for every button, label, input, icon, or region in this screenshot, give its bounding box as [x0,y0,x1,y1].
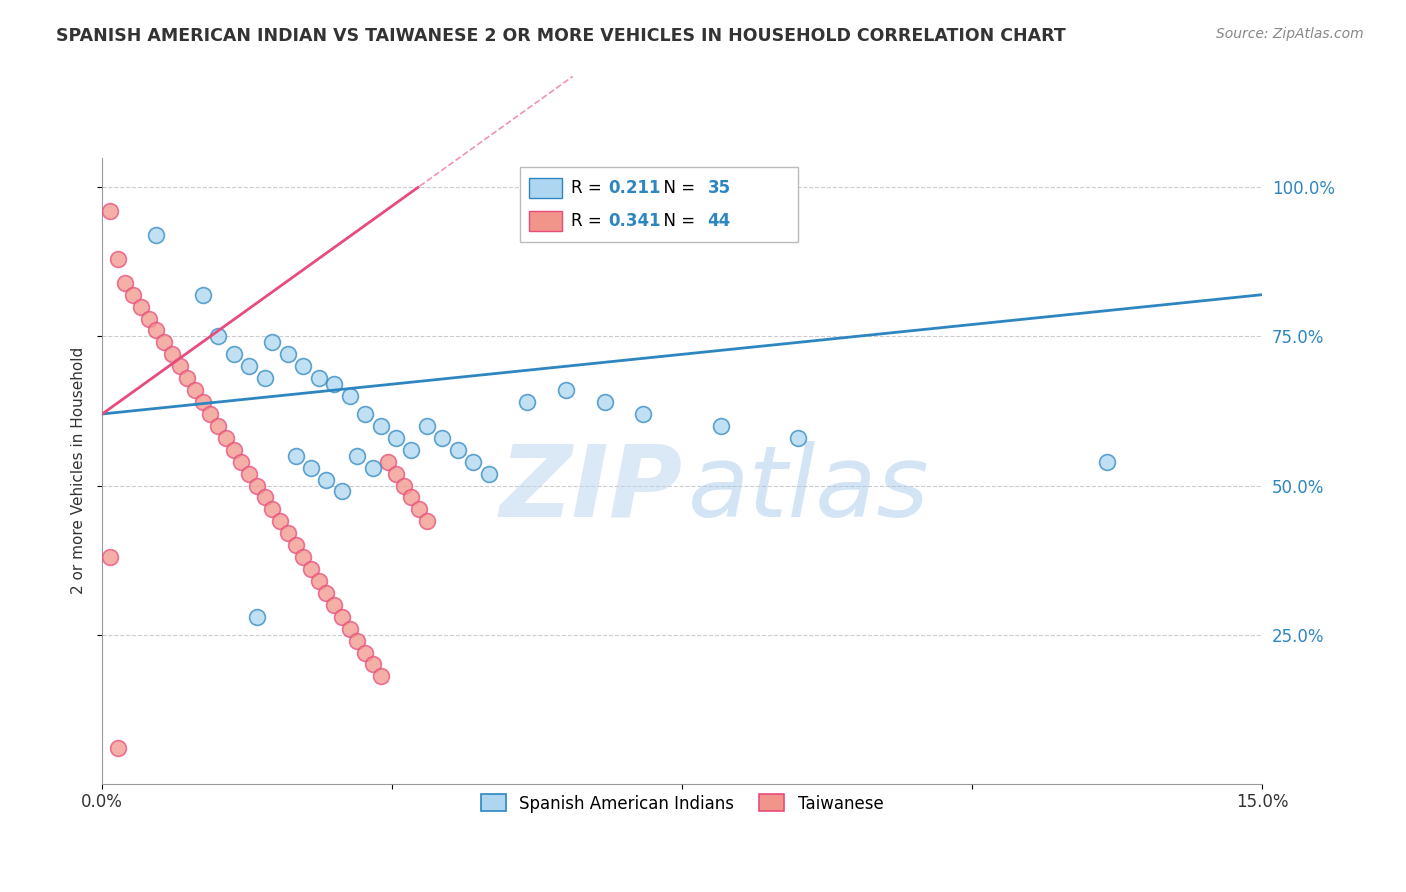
Point [447,442,470,457]
Point [145,228,167,243]
Point [231,455,253,469]
Point [191,287,214,301]
Point [169,359,191,374]
Point [516,395,538,409]
Point [370,418,392,433]
Point [184,383,207,397]
Point [370,669,392,683]
Point [330,609,353,624]
Text: 35: 35 [707,179,731,197]
Point [222,347,245,361]
Point [145,323,167,337]
Point [416,418,439,433]
Point [238,359,260,374]
Text: 44: 44 [707,212,731,230]
Point [253,491,276,505]
Point [200,407,222,421]
Point [354,407,377,421]
Point [269,514,291,528]
Point [262,502,284,516]
Point [299,562,322,576]
Point [593,395,616,409]
Point [323,377,346,392]
Point [323,598,346,612]
FancyBboxPatch shape [529,178,561,198]
Point [463,455,485,469]
Point [315,586,337,600]
Point [138,311,160,326]
Point [107,252,129,266]
Point [246,478,269,492]
Point [339,389,361,403]
Text: 0.211: 0.211 [607,179,661,197]
Text: SPANISH AMERICAN INDIAN VS TAIWANESE 2 OR MORE VEHICLES IN HOUSEHOLD CORRELATION: SPANISH AMERICAN INDIAN VS TAIWANESE 2 O… [56,27,1066,45]
Point [361,460,384,475]
Point [354,646,377,660]
Point [292,359,315,374]
Point [1097,455,1119,469]
Point [392,478,415,492]
Point [262,335,284,350]
Text: N =: N = [654,179,700,197]
Point [377,455,399,469]
Legend: Spanish American Indians, Taiwanese: Spanish American Indians, Taiwanese [474,788,890,819]
Point [478,467,501,481]
Point [408,502,430,516]
Text: ZIP: ZIP [499,441,682,538]
Point [246,609,269,624]
Point [215,431,238,445]
Point [129,300,152,314]
Point [555,383,578,397]
Point [308,574,330,588]
Text: Source: ZipAtlas.com: Source: ZipAtlas.com [1216,27,1364,41]
Point [253,371,276,385]
Point [98,550,121,565]
Point [432,431,454,445]
Point [339,622,361,636]
FancyBboxPatch shape [529,211,561,231]
Text: N =: N = [654,212,700,230]
Point [176,371,198,385]
Text: R =: R = [571,179,607,197]
Point [277,526,299,541]
Point [122,287,145,301]
Point [191,395,214,409]
Text: atlas: atlas [688,441,929,538]
Point [346,449,368,463]
Point [299,460,322,475]
Point [308,371,330,385]
Text: R =: R = [571,212,607,230]
Point [330,484,353,499]
Point [277,347,299,361]
Point [315,473,337,487]
Point [787,431,810,445]
Point [207,329,229,343]
Y-axis label: 2 or more Vehicles in Household: 2 or more Vehicles in Household [72,347,86,594]
Point [98,204,121,219]
Point [416,514,439,528]
Text: 0.341: 0.341 [607,212,661,230]
Point [160,347,183,361]
FancyBboxPatch shape [520,167,799,242]
Point [292,550,315,565]
Point [284,538,307,552]
Point [385,467,408,481]
Point [153,335,176,350]
Point [633,407,655,421]
Point [710,418,733,433]
Point [114,276,136,290]
Point [361,657,384,672]
Point [107,741,129,756]
Point [385,431,408,445]
Point [346,633,368,648]
Point [401,442,423,457]
Point [207,418,229,433]
Point [401,491,423,505]
Point [284,449,307,463]
Point [238,467,260,481]
Point [222,442,245,457]
